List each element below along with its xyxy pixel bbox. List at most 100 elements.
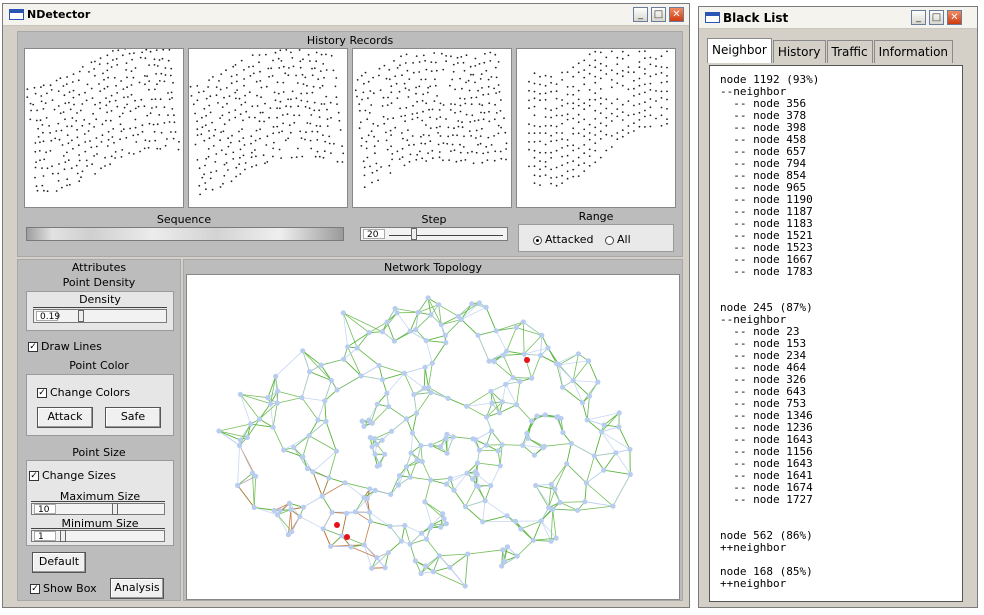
network-node[interactable] — [560, 429, 566, 436]
network-node[interactable] — [407, 474, 413, 480]
network-node[interactable] — [428, 312, 434, 318]
network-node[interactable] — [627, 471, 633, 477]
network-node[interactable] — [359, 418, 365, 424]
network-node[interactable] — [271, 507, 277, 514]
network-node[interactable] — [499, 399, 505, 405]
network-node[interactable] — [376, 362, 382, 369]
network-node[interactable] — [437, 444, 443, 450]
network-node[interactable] — [323, 418, 329, 424]
network-node[interactable] — [352, 509, 358, 515]
network-node[interactable] — [310, 469, 316, 475]
neighbor-item[interactable]: -- node 643 — [720, 385, 807, 398]
minimum-size-thumb[interactable] — [60, 530, 66, 542]
tab-history[interactable]: History — [772, 40, 826, 63]
history-thumbnail-1[interactable] — [24, 41, 184, 208]
network-node[interactable] — [361, 494, 367, 501]
network-node[interactable] — [366, 330, 372, 336]
network-node[interactable] — [447, 564, 453, 570]
network-node[interactable] — [345, 344, 351, 350]
network-node[interactable] — [369, 420, 375, 426]
network-node[interactable] — [595, 379, 601, 385]
change-colors-checkbox[interactable]: ✓ Change Colors — [37, 386, 130, 399]
network-node[interactable] — [524, 430, 530, 437]
network-node[interactable] — [580, 400, 586, 406]
network-node[interactable] — [358, 373, 364, 379]
network-node[interactable] — [428, 442, 434, 448]
network-node[interactable] — [237, 437, 243, 443]
network-node[interactable] — [525, 435, 531, 441]
network-node[interactable] — [299, 395, 305, 401]
network-node[interactable] — [493, 328, 499, 334]
network-node[interactable] — [249, 470, 256, 476]
neighbor-toggle[interactable]: --neighbor — [720, 85, 787, 98]
network-node[interactable] — [315, 417, 321, 423]
network-node[interactable] — [545, 345, 551, 351]
network-node[interactable] — [374, 401, 380, 407]
network-node[interactable] — [423, 563, 429, 569]
network-node[interactable] — [445, 395, 451, 401]
network-node[interactable] — [499, 442, 505, 448]
network-node[interactable] — [382, 451, 388, 457]
neighbor-toggle[interactable]: --neighbor — [720, 313, 787, 326]
network-node[interactable] — [414, 457, 420, 463]
neighbor-item[interactable]: -- node 1641 — [720, 469, 813, 482]
network-node[interactable] — [300, 504, 307, 510]
network-node[interactable] — [442, 332, 448, 339]
history-thumbnail-4[interactable] — [516, 15, 676, 208]
network-node[interactable] — [504, 544, 510, 550]
network-node[interactable] — [394, 310, 400, 316]
network-node[interactable] — [423, 536, 430, 542]
network-node[interactable] — [407, 328, 413, 334]
neighbor-item[interactable]: -- node 1643 — [720, 457, 813, 470]
network-node[interactable] — [574, 507, 581, 513]
network-node[interactable] — [539, 332, 545, 338]
network-node[interactable] — [491, 359, 497, 365]
neighbor-item[interactable]: -- node 1156 — [720, 445, 813, 458]
network-node[interactable] — [513, 518, 519, 524]
network-node[interactable] — [419, 530, 425, 536]
network-node[interactable] — [440, 511, 446, 517]
network-node[interactable] — [413, 327, 419, 333]
network-node[interactable] — [475, 332, 481, 338]
network-node[interactable] — [520, 442, 526, 448]
safe-button[interactable]: Safe — [105, 407, 161, 428]
neighbor-item[interactable]: -- node 153 — [720, 337, 807, 350]
network-node[interactable] — [372, 436, 378, 442]
network-node[interactable] — [385, 550, 391, 556]
network-node[interactable] — [291, 445, 297, 451]
network-node[interactable] — [391, 338, 397, 344]
network-node[interactable] — [427, 525, 433, 531]
network-node[interactable] — [483, 414, 490, 420]
network-node[interactable] — [425, 295, 431, 301]
network-node[interactable] — [531, 452, 537, 458]
network-node[interactable] — [462, 504, 469, 510]
neighbor-item[interactable]: -- node 458 — [720, 133, 807, 146]
network-node[interactable] — [402, 522, 408, 529]
network-node[interactable] — [447, 475, 453, 481]
network-node[interactable] — [486, 358, 492, 364]
neighbor-item[interactable]: -- node 965 — [720, 181, 807, 194]
network-node[interactable] — [438, 322, 444, 328]
radio-all[interactable]: All — [605, 233, 631, 246]
neighbor-item[interactable]: -- node 1783 — [720, 265, 813, 278]
network-node[interactable] — [520, 319, 526, 325]
network-node[interactable] — [575, 351, 581, 357]
network-node[interactable] — [403, 464, 410, 470]
network-node[interactable] — [555, 414, 561, 420]
network-node[interactable] — [412, 558, 418, 564]
network-node[interactable] — [436, 302, 442, 308]
default-button[interactable]: Default — [32, 552, 86, 573]
network-node[interactable] — [530, 537, 536, 543]
network-node[interactable] — [444, 450, 450, 456]
network-node[interactable] — [244, 434, 250, 440]
network-node[interactable] — [497, 463, 503, 469]
network-node[interactable] — [438, 524, 444, 530]
density-slider-thumb[interactable] — [78, 310, 84, 322]
analysis-button[interactable]: Analysis — [110, 578, 164, 599]
neighbor-item[interactable]: -- node 1346 — [720, 409, 813, 422]
network-node[interactable] — [237, 391, 243, 397]
network-node[interactable] — [300, 454, 306, 460]
network-node[interactable] — [386, 404, 392, 410]
network-node[interactable] — [441, 516, 447, 522]
network-node[interactable] — [379, 377, 386, 383]
